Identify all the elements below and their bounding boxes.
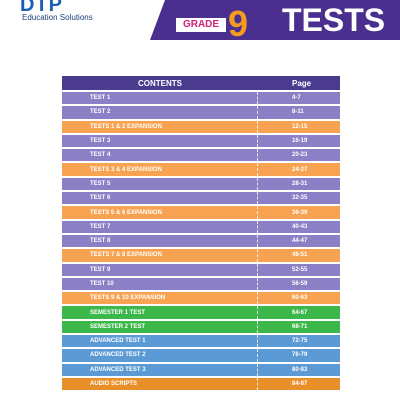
row-title: ADVANCED TEST 1 [62, 335, 258, 348]
row-pages: 64-67 [292, 309, 308, 316]
row-pages: 12-15 [292, 123, 308, 130]
row-title: AUDIO SCRIPTS [62, 377, 258, 391]
row-pages: 60-63 [292, 295, 308, 302]
table-row: TEST 10 56-59 [62, 277, 340, 291]
row-pages: 20-23 [292, 152, 308, 159]
table-row: TESTS 9 & 10 EXPANSION 60-63 [62, 292, 340, 305]
row-pages: 56-59 [292, 281, 308, 287]
table-row: TEST 2 8-11 [62, 106, 340, 119]
row-pages: 52-55 [292, 266, 308, 273]
row-title: TEST 8 [62, 234, 258, 248]
row-title: TEST 6 [62, 192, 258, 205]
column-header: Page [292, 78, 312, 88]
row-pages: 4-7 [292, 95, 301, 102]
row-title: TESTS 1 & 2 EXPANSION [62, 120, 258, 133]
row-pages: 84-87 [292, 381, 308, 388]
row-title: ADVANCED TEST 3 [62, 363, 258, 376]
row-pages: 24-27 [292, 166, 308, 173]
contents-table: CONTENTS Page TEST 1 4-7 TEST 2 8-11 TESTS 1… [62, 76, 340, 392]
row-title: TEST 9 [62, 263, 258, 276]
table-row: TEST 4 20-23 [62, 149, 340, 162]
row-title: TEST 4 [62, 149, 258, 162]
table-row: TEST 3 16-19 [62, 134, 340, 148]
table-row: TESTS 7 & 8 EXPANSION 48-51 [62, 249, 340, 262]
row-title: SEMESTER 2 TEST [62, 320, 258, 334]
row-title: TEST 3 [62, 134, 258, 148]
table-row: TEST 1 4-7 [62, 92, 340, 105]
row-pages: 32-35 [292, 195, 308, 202]
row-pages: 8-11 [292, 109, 304, 116]
table-row: SEMESTER 1 TEST 64-67 [62, 306, 340, 319]
row-title: TEST 5 [62, 177, 258, 191]
table-row: TEST 8 44-47 [62, 234, 340, 248]
table-row: TEST 6 32-35 [62, 192, 340, 205]
grade-label: GRADE [176, 18, 226, 32]
table-row: TEST 9 52-55 [62, 263, 340, 276]
table-row: TEST 5 28-31 [62, 177, 340, 191]
column-header: CONTENTS [138, 78, 182, 88]
row-title: TEST 10 [62, 277, 258, 291]
grade: 9 [228, 3, 249, 44]
row-title: TESTS 7 & 8 EXPANSION [62, 249, 258, 262]
row-pages: 40-43 [292, 223, 308, 230]
table-row: TESTS 3 & 4 EXPANSION 24-27 [62, 163, 340, 176]
row-pages: 48-51 [292, 252, 308, 259]
row-title: TESTS 3 & 4 EXPANSION [62, 163, 258, 176]
logo-subtitle: Education Solutions [22, 13, 93, 22]
table-row: ADVANCED TEST 1 72-75 [62, 335, 340, 348]
row-pages: 68-71 [292, 323, 308, 330]
table-header: CONTENTS Page [62, 76, 340, 90]
row-title: TEST 2 [62, 106, 258, 119]
row-title: TESTS 5 & 6 EXPANSION [62, 206, 258, 219]
row-title: TESTS 9 & 10 EXPANSION [62, 292, 258, 305]
row-title: SEMESTER 1 TEST [62, 306, 258, 319]
row-title: ADVANCED TEST 2 [62, 349, 258, 362]
table-row: SEMESTER 2 TEST 68-71 [62, 320, 340, 334]
row-pages: 80-83 [292, 366, 308, 373]
title: TESTS [282, 2, 386, 38]
row-title: TEST 7 [62, 220, 258, 233]
row-pages: 36-39 [292, 209, 308, 216]
row-pages: 72-75 [292, 338, 308, 345]
table-row: ADVANCED TEST 3 80-83 [62, 363, 340, 376]
table-row: TEST 7 40-43 [62, 220, 340, 233]
table-row: TESTS 5 & 6 EXPANSION 36-39 [62, 206, 340, 219]
table-row: ADVANCED TEST 2 76-79 [62, 349, 340, 362]
table-row: AUDIO SCRIPTS 84-87 [62, 377, 340, 391]
table-row: TESTS 1 & 2 EXPANSION 12-15 [62, 120, 340, 133]
row-pages: 76-79 [292, 352, 308, 359]
row-pages: 44-47 [292, 238, 308, 245]
row-pages: 16-19 [292, 138, 308, 145]
row-pages: 28-31 [292, 180, 308, 187]
logo: DTP [20, 0, 63, 16]
row-title: TEST 1 [62, 92, 258, 105]
